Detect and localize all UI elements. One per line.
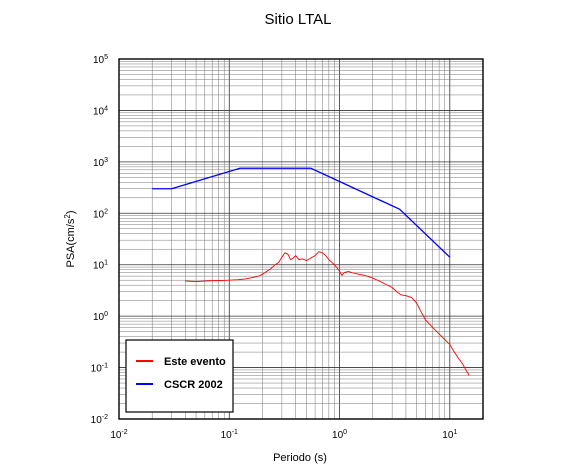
y-tick-exp: -2 [102,414,108,421]
y-tick-exp: 0 [104,311,108,318]
x-tick-exp: -1 [232,429,238,436]
plot-frame [118,58,484,420]
chart-title: Sitio LTAL [265,11,332,28]
y-tick-base: 10 [93,261,105,272]
series-line-este-evento [185,251,470,376]
y-tick-base: 10 [93,312,105,323]
x-tick-base: 10 [110,430,122,441]
x-tick-exp: 1 [453,429,457,436]
y-axis-label-end: ) [65,210,77,214]
series-line-cscr-2002 [152,167,451,258]
x-tick-base: 10 [442,430,454,441]
y-tick-label: 10-1 [91,363,108,375]
y-axis-label-sup: 2 [63,214,72,219]
y-tick-label: 105 [93,54,108,66]
y-tick-exp: 3 [104,157,108,164]
y-tick-exp: 2 [104,208,108,215]
legend-label-este-evento: Este evento [164,356,226,368]
y-axis-label: PSA(cm/s2) [63,210,77,267]
x-tick-label: 100 [332,429,347,441]
y-tick-base: 10 [93,106,105,117]
y-axis-label-base: PSA(cm/s [65,218,77,267]
y-tick-label: 100 [93,311,108,323]
y-tick-exp: 5 [104,54,108,61]
x-tick-labels: 10-2 10-1 100 101 [110,429,457,441]
y-tick-base: 10 [91,364,103,375]
y-tick-label: 104 [93,105,108,117]
y-tick-label: 103 [93,157,108,169]
y-tick-exp: 1 [104,260,108,267]
x-tick-base: 10 [221,430,233,441]
legend-box [125,339,234,413]
x-tick-label: 101 [442,429,457,441]
x-tick-base: 10 [332,430,344,441]
x-axis-label: Periodo (s) [273,452,327,464]
x-tick-label: 10-2 [110,429,127,441]
series-layer [152,167,470,376]
y-tick-base: 10 [93,158,105,169]
x-tick-exp: 0 [343,429,347,436]
x-tick-label: 10-1 [221,429,238,441]
grid [118,58,484,420]
y-tick-exp: 4 [104,105,108,112]
y-tick-label: 101 [93,260,108,272]
legend-label-cscr-2002: CSCR 2002 [164,379,223,391]
y-tick-label: 10-2 [91,414,108,426]
y-tick-base: 10 [93,209,105,220]
y-tick-exp: -1 [102,363,108,370]
x-tick-exp: -2 [121,429,127,436]
legend: Este evento CSCR 2002 [125,339,234,413]
y-tick-base: 10 [91,415,103,426]
y-tick-label: 102 [93,208,108,220]
y-tick-base: 10 [93,55,105,66]
